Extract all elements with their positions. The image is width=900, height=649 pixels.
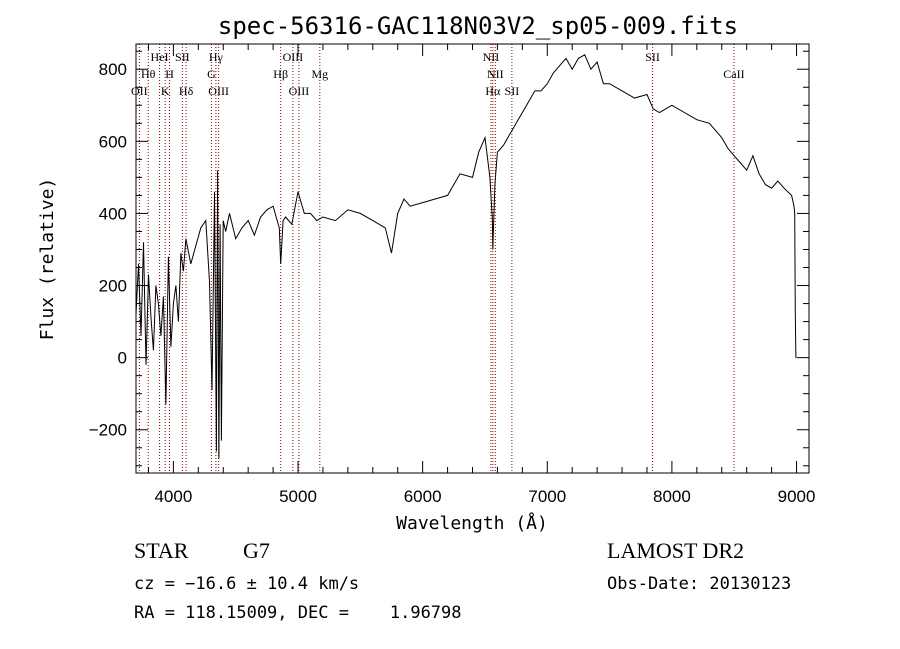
- obs-date-line: Obs-Date: 20130123: [607, 574, 792, 594]
- x-tick-label: 8000: [653, 487, 691, 506]
- y-tick-label: −200: [89, 421, 127, 440]
- line-label: HeI: [151, 50, 169, 64]
- line-label: SII: [645, 50, 660, 64]
- y-tick-label: 800: [99, 60, 127, 79]
- class-label: STAR: [134, 538, 189, 563]
- line-label: G: [207, 67, 216, 81]
- cz-line: cz = −16.6 ± 10.4 km/s: [134, 574, 360, 594]
- x-tick-label: 6000: [404, 487, 442, 506]
- line-label: H: [165, 67, 174, 81]
- line-label: SII: [505, 84, 520, 98]
- spectral-line-labels: OIIHθHeIKHSIIHδGHγOIIIHβOIIIOIIIMgNIIHαN…: [131, 50, 745, 98]
- line-label: Hα: [485, 84, 501, 98]
- spectral-line-markers: [138, 44, 735, 473]
- line-label: OIII: [289, 84, 310, 98]
- line-label: K: [161, 84, 170, 98]
- x-tick-label: 7000: [528, 487, 566, 506]
- coords-line: RA = 118.15009, DEC = 1.96798: [134, 603, 462, 623]
- x-axis-label: Wavelength (Å): [396, 512, 548, 534]
- x-axis: 4000 5000 6000 7000 8000 9000: [147, 44, 816, 506]
- subclass-label: G7: [243, 538, 270, 563]
- y-tick-label: 200: [99, 277, 127, 296]
- line-label: OII: [131, 84, 148, 98]
- line-label: SII: [175, 50, 190, 64]
- y-axis-label: Flux (relative): [37, 178, 58, 341]
- plot-frame: [135, 43, 810, 474]
- line-label: Mg: [311, 67, 328, 81]
- y-axis: −200 0 200 400 600 800: [89, 50, 809, 467]
- chart-title: spec-56316-GAC118N03V2_sp05-009.fits: [218, 12, 738, 40]
- line-label: NII: [487, 67, 504, 81]
- line-label: Hβ: [273, 67, 288, 81]
- y-tick-label: 400: [99, 204, 127, 223]
- line-label: Hγ: [209, 50, 224, 64]
- x-tick-label: 9000: [778, 487, 816, 506]
- x-tick-label: 4000: [154, 487, 192, 506]
- spectrum-line: [135, 54, 797, 459]
- line-label: NII: [483, 50, 500, 64]
- y-tick-label: 600: [99, 132, 127, 151]
- line-label: Hθ: [141, 67, 156, 81]
- line-label: OIII: [283, 50, 304, 64]
- line-label: CaII: [723, 67, 744, 81]
- survey-label: LAMOST DR2: [607, 538, 745, 563]
- y-tick-label: 0: [118, 349, 127, 368]
- line-label: OIII: [208, 84, 229, 98]
- x-tick-label: 5000: [279, 487, 317, 506]
- line-label: Hδ: [179, 84, 194, 98]
